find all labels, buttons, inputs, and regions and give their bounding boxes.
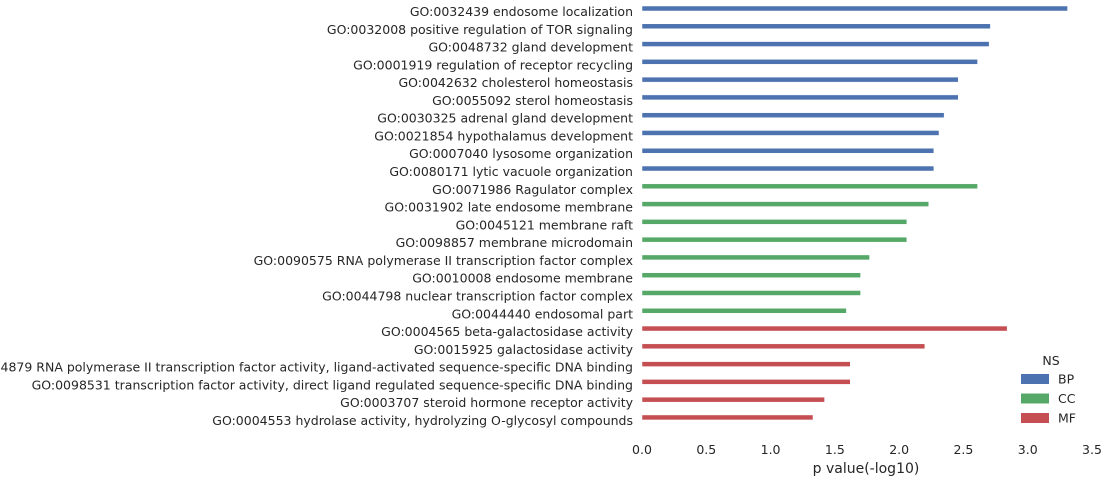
category-label: GO:0071986 Ragulator complex xyxy=(432,182,633,197)
legend-label-bp: BP xyxy=(1058,372,1075,387)
x-tick-label: 0.0 xyxy=(632,442,652,457)
category-label: GO:0048732 gland development xyxy=(428,40,633,55)
category-label: GO:0004553 hydrolase activity, hydrolyzi… xyxy=(212,413,633,428)
bar-mf xyxy=(641,325,1008,332)
bar-cc xyxy=(641,308,847,314)
category-label: GO:0055092 sterol homeostasis xyxy=(432,93,633,108)
category-label: GO:0007040 lysosome organization xyxy=(409,146,633,161)
bar-bp xyxy=(641,5,1068,12)
bar-cc xyxy=(641,183,978,190)
bar-cc xyxy=(641,290,861,296)
bar-cc xyxy=(641,272,861,278)
bar-cc xyxy=(641,254,870,261)
x-tick-label: 2.5 xyxy=(953,442,973,457)
x-tick-label: 3.5 xyxy=(1082,442,1102,457)
bar-bp xyxy=(641,130,940,136)
legend-swatch-cc xyxy=(1021,393,1049,404)
x-tick-label: 2.0 xyxy=(889,442,909,457)
bar-cc xyxy=(641,201,929,207)
category-label: GO:0042632 cholesterol homeostasis xyxy=(399,75,634,90)
category-label: GO:0004879 RNA polymerase II transcripti… xyxy=(0,360,633,375)
category-label: GO:0090575 RNA polymerase II transcripti… xyxy=(254,253,633,268)
bar-cc xyxy=(641,236,908,243)
category-label: GO:0080171 lytic vacuole organization xyxy=(389,164,633,179)
legend-label-cc: CC xyxy=(1058,391,1076,406)
bar-mf xyxy=(641,396,825,403)
bar-bp xyxy=(641,41,990,47)
bars-group xyxy=(641,5,1068,421)
legend-title: NS xyxy=(1042,353,1059,368)
bar-mf xyxy=(641,361,851,367)
bar-bp xyxy=(641,76,959,83)
category-label: GO:0031902 late endosome membrane xyxy=(385,200,634,215)
category-label: GO:0032008 positive regulation of TOR si… xyxy=(327,22,633,37)
bar-mf xyxy=(641,343,926,350)
x-tick-label: 3.0 xyxy=(1018,442,1038,457)
category-label: GO:0045121 membrane raft xyxy=(456,217,634,232)
category-label: GO:0032439 endosome localization xyxy=(410,4,633,19)
category-label: GO:0003707 steroid hormone receptor acti… xyxy=(340,395,633,410)
category-label: GO:0044440 endosomal part xyxy=(452,306,634,321)
category-labels-group: GO:0032439 endosome localization GO:00320… xyxy=(0,4,634,428)
category-label: GO:0044798 nuclear transcription factor … xyxy=(322,288,633,303)
legend-swatch-mf xyxy=(1021,413,1049,423)
legend: NS BP CC MF xyxy=(1021,353,1076,426)
category-label: GO:0021854 hypothalamus development xyxy=(374,128,633,143)
bar-mf xyxy=(641,414,814,421)
x-axis-title: p value(-log10) xyxy=(813,461,920,477)
bar-bp xyxy=(641,59,978,65)
x-tick-label: 1.0 xyxy=(761,442,781,457)
category-label: GO:0015925 galactosidase activity xyxy=(414,342,634,357)
bar-mf xyxy=(641,379,851,385)
category-label: GO:0010008 endosome membrane xyxy=(412,271,633,286)
bar-bp xyxy=(641,147,935,154)
legend-swatch-bp xyxy=(1021,374,1049,384)
bar-bp xyxy=(641,94,959,101)
category-label: GO:0098857 membrane microdomain xyxy=(396,235,633,250)
category-label: GO:0030325 adrenal gland development xyxy=(377,111,633,126)
x-tick-label: 1.5 xyxy=(825,442,845,457)
bar-cc xyxy=(641,219,908,225)
legend-label-mf: MF xyxy=(1058,411,1076,426)
x-tick-label: 0.5 xyxy=(696,442,716,457)
category-label: GO:0098531 transcription factor activity… xyxy=(32,377,633,392)
bar-bp xyxy=(641,112,945,118)
bar-bp xyxy=(641,165,935,172)
category-label: GO:0001919 regulation of receptor recycl… xyxy=(353,57,633,72)
bar-bp xyxy=(641,23,991,30)
legend-entries-group: BP CC MF xyxy=(1021,372,1076,426)
x-tick-labels-group: 0.0 0.5 1.0 1.5 2.0 2.5 3.0 3.5 xyxy=(632,442,1102,457)
category-label: GO:0004565 beta-galactosidase activity xyxy=(381,324,633,339)
